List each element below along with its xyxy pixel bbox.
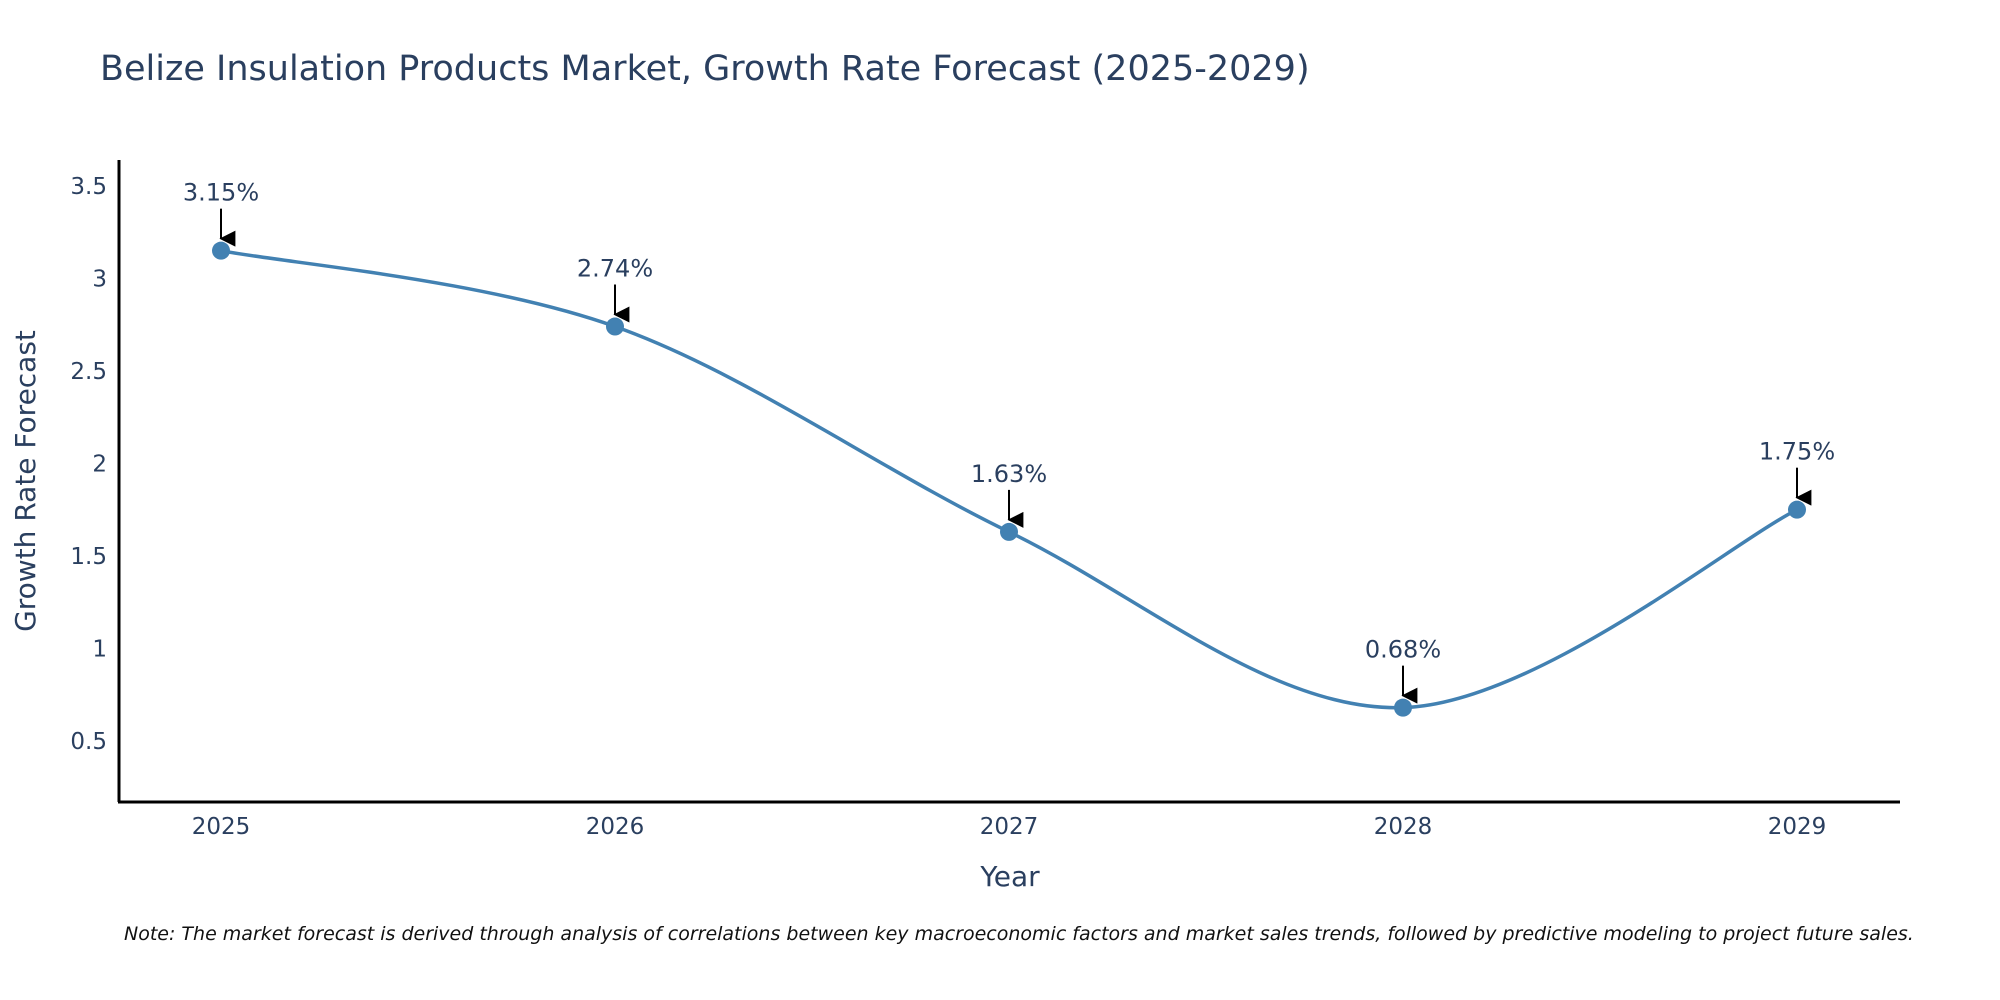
data-label: 1.63% xyxy=(971,460,1047,488)
data-point xyxy=(606,317,624,336)
x-axis-ticks: 2025 2026 2027 2028 2029 xyxy=(192,814,1827,840)
y-tick-label: 1.5 xyxy=(70,544,107,570)
data-label: 0.68% xyxy=(1365,636,1441,664)
x-tick-label: 2025 xyxy=(192,814,251,840)
y-axis-title: Growth Rate Forecast xyxy=(9,330,42,632)
data-point xyxy=(212,241,230,260)
y-tick-label: 3.5 xyxy=(70,174,107,200)
x-tick-label: 2027 xyxy=(980,814,1039,840)
y-tick-label: 1 xyxy=(92,636,107,662)
x-tick-label: 2028 xyxy=(1374,814,1433,840)
footnote-note: Note: The market forecast is derived thr… xyxy=(124,923,1914,945)
y-tick-label: 0.5 xyxy=(70,729,107,755)
data-label: 3.15% xyxy=(183,179,259,207)
y-tick-label: 3 xyxy=(92,266,107,292)
x-tick-label: 2029 xyxy=(1768,814,1827,840)
data-label: 2.74% xyxy=(577,255,653,283)
data-point xyxy=(1000,522,1018,541)
data-point xyxy=(1394,698,1412,717)
y-tick-label: 2 xyxy=(92,451,107,477)
data-point xyxy=(1788,500,1806,519)
chart-title: Belize Insulation Products Market, Growt… xyxy=(100,49,1310,89)
data-annotations: 3.15% 2.74% 1.63% 0.68% 1.75% xyxy=(183,179,1835,704)
data-label: 1.75% xyxy=(1759,438,1835,466)
y-axis-ticks: 0.5 1 1.5 2 2.5 3 3.5 xyxy=(70,174,107,755)
x-axis-title: Year xyxy=(979,860,1040,893)
x-tick-label: 2026 xyxy=(586,814,645,840)
y-tick-label: 2.5 xyxy=(70,359,107,385)
